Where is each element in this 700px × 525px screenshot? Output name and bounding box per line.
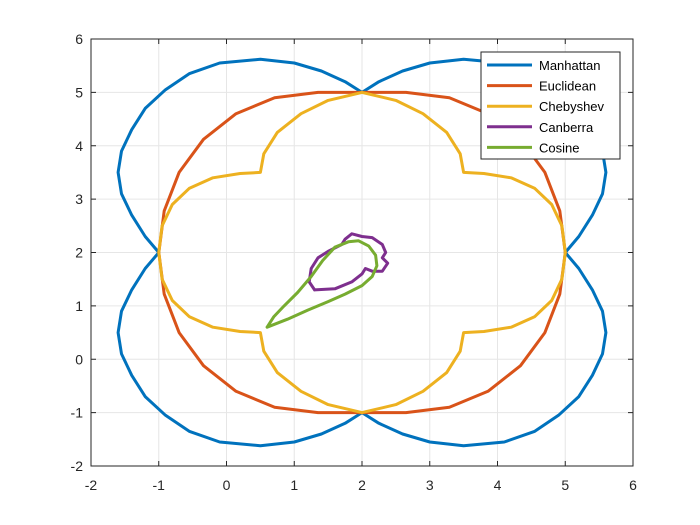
x-tick-label: 4 <box>494 477 502 493</box>
legend: Manhattan Euclidean Chebyshev Canberra Cosin… <box>480 51 621 160</box>
y-tick-label: -1 <box>71 405 84 421</box>
x-tick-label: 0 <box>223 477 231 493</box>
y-tick-label: 6 <box>75 31 83 47</box>
series-line-chebyshev <box>157 90 567 415</box>
legend-label-canberra: Canberra <box>539 120 594 135</box>
y-tick-label: 2 <box>75 245 83 261</box>
legend-label-euclidean: Euclidean <box>539 79 596 94</box>
legend-label-cosine: Cosine <box>539 140 579 155</box>
x-tick-label: -1 <box>153 477 166 493</box>
series-lines <box>116 57 608 448</box>
y-tick-label: 3 <box>75 191 83 207</box>
y-tick-label: 1 <box>75 298 83 314</box>
y-tick-label: 0 <box>75 351 83 367</box>
y-tick-label: -2 <box>71 458 84 474</box>
x-tick-label: 2 <box>358 477 366 493</box>
legend-label-manhattan: Manhattan <box>539 58 600 73</box>
series-line-canberra <box>307 232 390 292</box>
tick-labels: -2 -1 0 1 2 3 4 5 6 -2 -1 0 1 2 3 4 5 6 <box>71 31 638 493</box>
y-tick-label: 5 <box>75 84 83 100</box>
x-tick-label: 1 <box>290 477 298 493</box>
x-tick-label: -2 <box>85 477 98 493</box>
axes <box>90 38 634 467</box>
series-line-cosine <box>265 239 379 329</box>
y-tick-label: 4 <box>75 138 83 154</box>
x-tick-label: 6 <box>629 477 637 493</box>
x-tick-label: 5 <box>561 477 569 493</box>
x-tick-label: 3 <box>426 477 434 493</box>
legend-label-chebyshev: Chebyshev <box>539 99 605 114</box>
